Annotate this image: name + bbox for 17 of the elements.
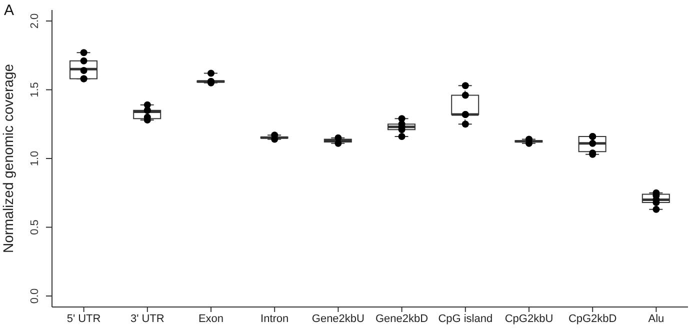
y-tick-label: 2.0 <box>29 13 41 29</box>
y-tick-label: 0.5 <box>29 220 41 235</box>
y-tick-label: 0.0 <box>29 288 41 304</box>
text: A <box>4 2 14 19</box>
y-axis-title: Normalized genomic coverage <box>0 64 16 254</box>
y-tick-label: 1.0 <box>29 150 41 166</box>
x-tick-label: CpG2kbD <box>568 312 617 325</box>
x-tick-label: Gene2kbU <box>312 312 365 325</box>
x-tick-label: Gene2kbD <box>376 312 428 325</box>
x-tick-label: 5' UTR <box>66 312 101 325</box>
x-tick-label: Alu <box>648 312 664 325</box>
x-tick-label: CpG island <box>438 312 493 325</box>
x-tick-label: Intron <box>260 312 289 325</box>
x-tick-label: Exon <box>198 312 224 325</box>
x-tick-label: 3' UTR <box>130 312 164 325</box>
y-tick-label: 1.5 <box>29 82 41 98</box>
x-tick-label: CpG2kbU <box>504 312 554 325</box>
